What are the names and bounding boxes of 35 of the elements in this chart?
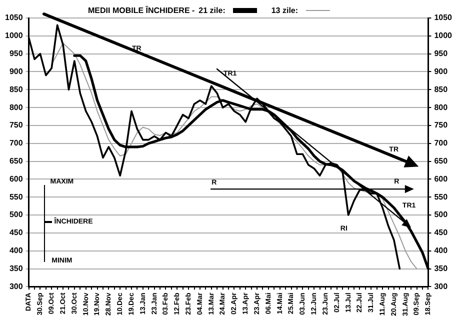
legend-label: 21 zile: bbox=[198, 6, 226, 15]
y2-tick-label: 900 bbox=[434, 66, 448, 76]
y2-tick-label: 500 bbox=[434, 210, 448, 220]
y-tick-label: 750 bbox=[9, 120, 24, 130]
y-tick-label: 450 bbox=[9, 228, 24, 238]
y-tick-label: 800 bbox=[9, 102, 24, 112]
y-tick-label: 700 bbox=[9, 138, 24, 148]
y2-tick-label: 1000 bbox=[434, 31, 453, 40]
y2-tick-label: 550 bbox=[434, 192, 448, 202]
y2-tick-label: 700 bbox=[434, 138, 448, 148]
y2-tick-label: 300 bbox=[434, 282, 448, 291]
y2-tick-label: 750 bbox=[434, 120, 448, 130]
legend-label: 13 zile: bbox=[271, 6, 298, 15]
y2-tick-label: 350 bbox=[434, 264, 448, 273]
y2-tick-label: 450 bbox=[434, 228, 448, 238]
y-tick-label: 900 bbox=[9, 66, 24, 76]
y-tick-label: 350 bbox=[9, 264, 24, 273]
y-tick-label: 1000 bbox=[5, 31, 24, 40]
y-tick-label: 550 bbox=[9, 192, 24, 202]
y-tick-label: 850 bbox=[9, 84, 24, 94]
y2-tick-label: 950 bbox=[434, 49, 448, 58]
y2-tick-label: 850 bbox=[434, 84, 448, 94]
y2-tick-label: 400 bbox=[434, 246, 448, 256]
y2-tick-label: 650 bbox=[434, 156, 448, 166]
legend-title: MEDII MOBILE ÎNCHIDERE - bbox=[88, 6, 195, 15]
y-tick-label: 1050 bbox=[5, 13, 24, 22]
y-tick-label: 300 bbox=[9, 282, 24, 291]
y2-tick-label: 800 bbox=[434, 102, 448, 112]
y2-tick-label: 1050 bbox=[434, 13, 453, 22]
y-tick-label: 600 bbox=[9, 174, 24, 184]
y-tick-label: 500 bbox=[9, 210, 24, 220]
y-tick-label: 400 bbox=[9, 246, 24, 256]
y-tick-label: 950 bbox=[9, 49, 24, 58]
y2-tick-label: 600 bbox=[434, 174, 448, 184]
y-tick-label: 650 bbox=[9, 156, 24, 166]
